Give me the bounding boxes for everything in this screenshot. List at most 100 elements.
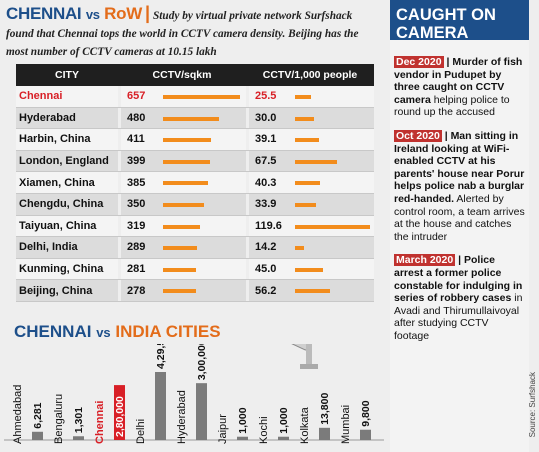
value-label: 4,29,500 xyxy=(155,344,167,369)
bar-jaipur xyxy=(237,436,248,440)
sqkm-bar xyxy=(163,159,210,164)
sidebar-item-bold-text: Man sitting in Ireland looking at WiFi-e… xyxy=(394,129,525,205)
sqkm-cell: 289 xyxy=(118,237,246,258)
table-row: Xiamen, China 385 40.3 xyxy=(16,172,374,194)
sidebar-date: Oct 2020 xyxy=(394,129,442,142)
value-label: 13,800 xyxy=(319,393,331,425)
sqkm-value: 278 xyxy=(127,284,146,297)
sqkm-bar xyxy=(163,138,211,143)
sqkm-cell: 278 xyxy=(118,280,246,301)
sqkm-bar xyxy=(163,95,240,99)
per1000-cell: 30.0 xyxy=(246,107,374,129)
value-label: 1,000 xyxy=(278,407,290,433)
sqkm-cell: 319 xyxy=(118,215,246,237)
per1000-cell: 67.5 xyxy=(246,150,374,172)
category-label: Chennai xyxy=(94,401,106,444)
india-title-chennai: CHENNAI xyxy=(14,322,92,341)
sqkm-bar xyxy=(163,224,200,229)
headline: CHENNAI vs RoW | Study by virtual private … xyxy=(6,3,374,58)
table-header: CITY CCTV/sqkm CCTV/1,000 people xyxy=(16,64,374,86)
city-name: London, England xyxy=(16,150,118,172)
sqkm-bar xyxy=(163,116,219,121)
category-label: Ahmedabad xyxy=(12,385,24,444)
source-credit: Source: Surfshack xyxy=(528,372,537,438)
city-name: Delhi, India xyxy=(16,237,118,258)
per1000-bar xyxy=(295,181,320,186)
sqkm-value: 480 xyxy=(127,111,146,124)
category-label: Jaipur xyxy=(217,414,229,444)
per1000-cell: 40.3 xyxy=(246,172,374,193)
bar-kolkata xyxy=(319,427,330,440)
city-name: Chennai xyxy=(16,86,118,107)
sqkm-value: 385 xyxy=(127,176,146,189)
bar-bengaluru xyxy=(73,436,84,440)
city-name: Beijing, China xyxy=(16,280,118,301)
category-label: Kochi xyxy=(258,416,270,444)
sidebar-item-dec: Dec 2020 | Murder of fish vendor in Pudu… xyxy=(390,54,529,121)
sqkm-bar xyxy=(163,267,196,272)
table-row: Beijing, China 278 56.2 xyxy=(16,280,374,302)
india-title-vs: vs xyxy=(96,325,111,340)
value-label: 9,800 xyxy=(360,400,372,426)
category-label: Mumbai xyxy=(340,405,352,444)
india-title-cities: INDIA CITIES xyxy=(115,322,221,341)
sqkm-value: 657 xyxy=(127,90,146,103)
sqkm-bar xyxy=(163,246,197,251)
per1000-bar xyxy=(295,246,304,251)
sqkm-value: 319 xyxy=(127,219,146,232)
value-label: 6,281 xyxy=(32,402,44,428)
sqkm-cell: 480 xyxy=(118,107,246,129)
sqkm-value: 281 xyxy=(127,263,146,276)
bar-kochi xyxy=(278,436,289,440)
sqkm-cell: 385 xyxy=(118,172,246,193)
sqkm-value: 411 xyxy=(127,133,145,146)
bar-chennai xyxy=(114,385,125,440)
bar-group: Mumbai 9,800 xyxy=(340,400,372,444)
bar-group: Hyderabad 3,00,000 xyxy=(176,344,208,444)
bar-group: Delhi 4,29,500 xyxy=(135,344,167,444)
sidebar-item-bold: | xyxy=(458,254,464,267)
table-row: Chennai 657 25.5 xyxy=(16,86,374,108)
bar-hyderabad xyxy=(196,383,207,440)
per1000-cell: 45.0 xyxy=(246,258,374,280)
value-label: 3,00,000 xyxy=(196,344,208,380)
title-chennai: CHENNAI xyxy=(6,4,82,23)
bar-ahmedabad xyxy=(32,431,43,440)
sqkm-cell: 411 xyxy=(118,129,246,150)
sidebar-date: March 2020 xyxy=(394,254,456,267)
per1000-bar xyxy=(295,289,330,294)
sqkm-value: 399 xyxy=(127,155,146,168)
sidebar-item-bold-text: Murder of fish vendor in Pudupet by thre… xyxy=(394,56,523,106)
sqkm-bar xyxy=(163,289,196,294)
category-label: Bengaluru xyxy=(53,394,65,444)
title-separator: | xyxy=(144,3,150,23)
bar-group: Chennai 2,80,000 xyxy=(94,385,126,444)
bar-mumbai xyxy=(360,429,371,440)
table-row: Hyderabad 480 30.0 xyxy=(16,107,374,130)
sidebar-item-bold: | xyxy=(444,129,451,142)
sqkm-bar xyxy=(163,202,204,207)
city-name: Xiamen, China xyxy=(16,172,118,193)
title-vs: vs xyxy=(85,7,100,22)
per1000-bar xyxy=(295,159,337,164)
value-label: 1,301 xyxy=(73,407,85,433)
headline-description: Study by virtual private network Surfsha… xyxy=(6,10,359,58)
header-per1000: CCTV/1,000 people xyxy=(262,69,358,81)
sqkm-bar xyxy=(163,181,208,186)
per1000-value: 119.6 xyxy=(255,219,282,232)
sidebar-date: Dec 2020 xyxy=(394,56,444,68)
sqkm-value: 350 xyxy=(127,198,146,211)
per1000-cell: 56.2 xyxy=(246,280,374,301)
sidebar-item-oct: Oct 2020 | Man sitting in Ireland lookin… xyxy=(390,128,529,245)
sidebar-item-text: helping police to round up the accused xyxy=(394,93,510,119)
city-name: Taiyuan, China xyxy=(16,215,118,237)
per1000-value: 39.1 xyxy=(255,133,277,146)
sidebar-item-bold: | xyxy=(446,56,453,68)
per1000-bar xyxy=(295,267,323,272)
per1000-value: 14.2 xyxy=(255,241,277,254)
sqkm-cell: 399 xyxy=(118,150,246,172)
table-row: Chengdu, China 350 33.9 xyxy=(16,193,374,216)
per1000-bar xyxy=(295,116,314,121)
india-chart-title: CHENNAI vs INDIA CITIES xyxy=(14,322,221,342)
city-name: Chengdu, China xyxy=(16,193,118,215)
